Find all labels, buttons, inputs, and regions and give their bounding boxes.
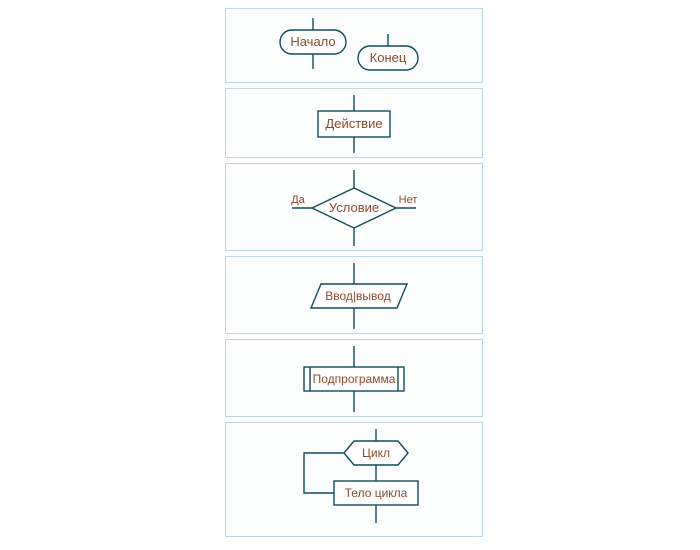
decision-label: Условие [329,200,379,215]
panel-loop: Цикл Тело цикла [225,422,483,537]
decision-no-label: Нет [399,194,418,206]
subroutine-label: Подпрограмма [313,372,396,386]
terminator-start: Начало [280,18,346,69]
terminator-end-label: Конец [370,50,407,65]
panel-terminator: Начало Конец [225,8,483,83]
diagram-page: Начало Конец Действие Условие [0,0,700,550]
loop-body-label: Тело цикла [345,486,408,500]
loop-hex-label: Цикл [362,446,390,460]
io-label: Ввод|вывод [325,289,390,303]
panel-io: Ввод|вывод [225,256,483,334]
terminator-end: Конец [358,34,418,70]
decision-yes-label: Да [291,194,305,206]
process-label: Действие [325,116,382,131]
terminator-start-label: Начало [290,34,335,49]
panel-process: Действие [225,88,483,158]
panel-decision: Условие Да Нет [225,163,483,251]
panel-subroutine: Подпрограмма [225,339,483,417]
